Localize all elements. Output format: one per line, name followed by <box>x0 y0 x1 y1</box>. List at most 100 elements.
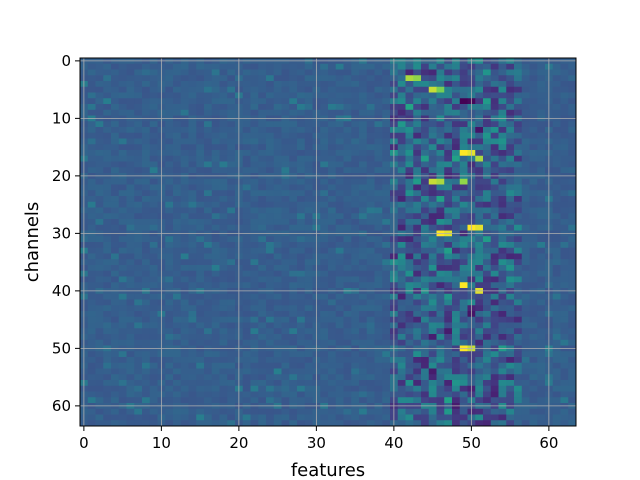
heatmap-cell <box>103 380 112 387</box>
heatmap-cell <box>452 322 461 329</box>
heatmap-cell <box>266 397 275 404</box>
heatmap-cell <box>173 259 182 266</box>
heatmap-cell <box>258 104 267 111</box>
heatmap-cell <box>428 282 437 289</box>
heatmap-cell <box>560 242 569 249</box>
heatmap-cell <box>483 98 492 105</box>
heatmap-cell <box>250 138 259 145</box>
heatmap-cell <box>552 144 561 151</box>
heatmap-cell <box>475 236 484 243</box>
heatmap-cell <box>227 98 236 105</box>
heatmap-cell <box>335 276 344 283</box>
heatmap-cell <box>297 408 306 415</box>
heatmap-cell <box>382 224 391 231</box>
heatmap-cell <box>359 98 368 105</box>
heatmap-cell <box>366 121 375 128</box>
heatmap-cell <box>134 368 143 375</box>
heatmap-cell <box>188 339 197 346</box>
heatmap-cell <box>118 397 127 404</box>
heatmap-cell <box>552 75 561 82</box>
heatmap-cell <box>335 98 344 105</box>
heatmap-cell <box>405 121 414 128</box>
heatmap-cell <box>87 368 96 375</box>
heatmap-cell <box>227 121 236 128</box>
heatmap-cell <box>320 109 329 116</box>
heatmap-cell <box>343 196 352 203</box>
heatmap-cell <box>374 259 383 266</box>
heatmap-cell <box>343 380 352 387</box>
heatmap-cell <box>459 75 468 82</box>
heatmap-cell <box>142 311 151 318</box>
heatmap-cell <box>165 328 174 335</box>
heatmap-cell <box>335 374 344 381</box>
heatmap-cell <box>87 242 96 249</box>
heatmap-cell <box>483 282 492 289</box>
heatmap-cell <box>514 391 523 398</box>
heatmap-cell <box>382 161 391 168</box>
heatmap-cell <box>242 397 251 404</box>
heatmap-cell <box>328 270 337 277</box>
heatmap-cell <box>134 414 143 421</box>
heatmap-cell <box>366 253 375 260</box>
heatmap-cell <box>304 150 313 157</box>
heatmap-cell <box>537 75 546 82</box>
heatmap-cell <box>250 121 259 128</box>
heatmap-cell <box>335 362 344 369</box>
heatmap-cell <box>413 155 422 162</box>
heatmap-cell <box>111 196 120 203</box>
heatmap-cell <box>498 322 507 329</box>
heatmap-cell <box>343 63 352 70</box>
heatmap-cell <box>335 328 344 335</box>
heatmap-cell <box>204 276 213 283</box>
heatmap-cell <box>413 374 422 381</box>
heatmap-cell <box>95 178 104 185</box>
heatmap-cell <box>266 86 275 93</box>
heatmap-cell <box>405 213 414 220</box>
heatmap-cell <box>165 293 174 300</box>
heatmap-cell <box>304 213 313 220</box>
heatmap-cell <box>173 150 182 157</box>
heatmap-cell <box>180 247 189 254</box>
heatmap-cell <box>328 75 337 82</box>
heatmap-cell <box>351 380 360 387</box>
heatmap-cell <box>506 282 515 289</box>
heatmap-cell <box>490 132 499 139</box>
x-tick-label: 30 <box>307 434 326 452</box>
heatmap-cell <box>281 397 290 404</box>
heatmap-cell <box>304 132 313 139</box>
heatmap-cell <box>328 253 337 260</box>
heatmap-cell <box>506 63 515 70</box>
heatmap-cell <box>366 207 375 214</box>
heatmap-cell <box>405 75 414 82</box>
heatmap-cell <box>273 63 282 70</box>
heatmap-cell <box>475 132 484 139</box>
heatmap-cell <box>514 201 523 208</box>
heatmap-cell <box>227 282 236 289</box>
heatmap-cell <box>351 242 360 249</box>
heatmap-cell <box>405 178 414 185</box>
heatmap-cell <box>452 397 461 404</box>
heatmap-cell <box>87 224 96 231</box>
heatmap-cell <box>405 305 414 312</box>
heatmap-cell <box>219 224 228 231</box>
heatmap-cell <box>529 167 538 174</box>
heatmap-cell <box>405 270 414 277</box>
heatmap-cell <box>297 242 306 249</box>
heatmap-cell <box>95 219 104 226</box>
heatmap-cell <box>444 196 453 203</box>
heatmap-cell <box>204 236 213 243</box>
heatmap-cell <box>514 408 523 415</box>
heatmap-cell <box>529 184 538 191</box>
heatmap-cell <box>459 374 468 381</box>
heatmap-cell <box>421 184 430 191</box>
heatmap-cell <box>118 224 127 231</box>
heatmap-cell <box>328 362 337 369</box>
heatmap-cell <box>568 161 577 168</box>
heatmap-cell <box>95 259 104 266</box>
heatmap-cell <box>297 161 306 168</box>
heatmap-cell <box>568 247 577 254</box>
heatmap-cell <box>359 213 368 220</box>
heatmap-cell <box>103 362 112 369</box>
heatmap-cell <box>568 81 577 88</box>
heatmap-cell <box>188 293 197 300</box>
